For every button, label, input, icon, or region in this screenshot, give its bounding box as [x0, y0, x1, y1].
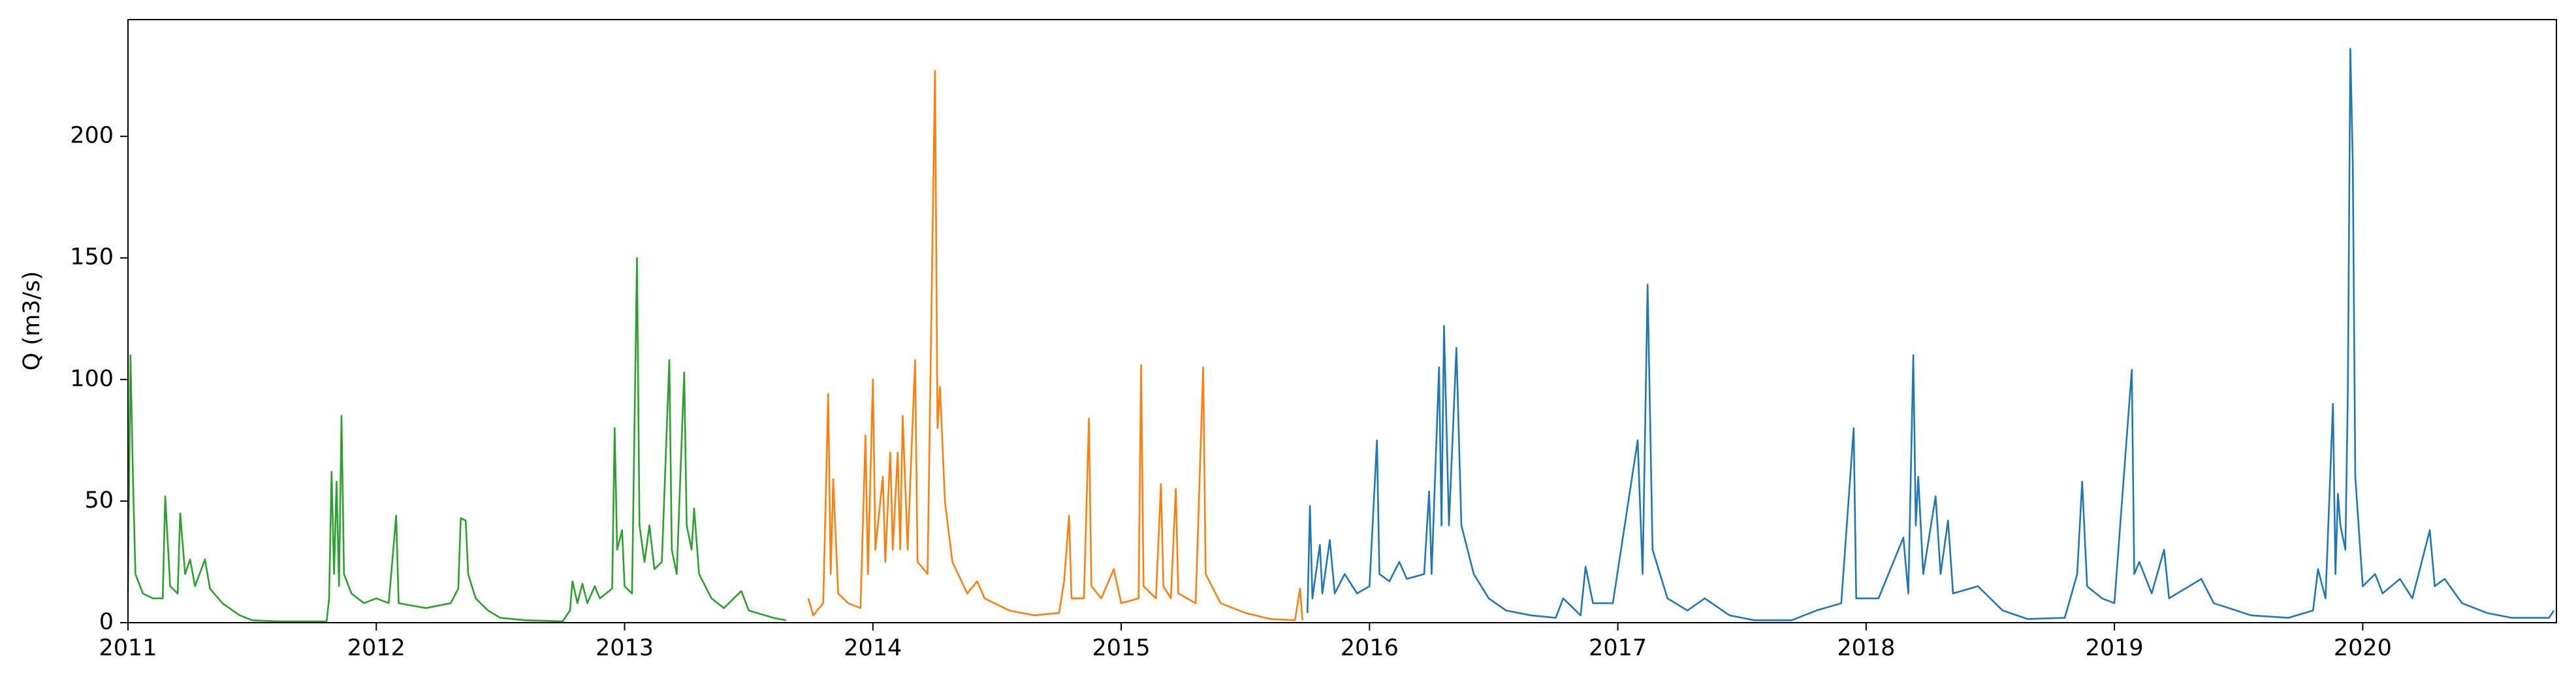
y-tick-label: 200 — [70, 123, 114, 149]
series-line — [127, 257, 786, 623]
x-tick-label: 2017 — [1589, 635, 1647, 661]
y-tick-label: 50 — [84, 487, 114, 514]
y-tick-label: 100 — [70, 366, 114, 392]
x-tick-label: 2018 — [1837, 635, 1895, 661]
x-tick-label: 2012 — [347, 635, 405, 661]
plot-frame — [127, 19, 2557, 623]
x-tick-label: 2014 — [844, 635, 902, 661]
series-line — [807, 69, 1303, 621]
x-tick-label: 2011 — [99, 635, 157, 661]
x-tick-label: 2016 — [1341, 635, 1399, 661]
x-tick-label: 2015 — [1092, 635, 1151, 661]
x-tick-label: 2019 — [2086, 635, 2144, 661]
y-tick-label: 0 — [99, 609, 114, 635]
x-tick-label: 2013 — [596, 635, 654, 661]
x-tick-label: 2020 — [2334, 635, 2392, 661]
series-line — [1307, 48, 2555, 621]
y-axis-label: Q (m3/s) — [19, 271, 45, 370]
y-tick-label: 150 — [70, 244, 114, 270]
